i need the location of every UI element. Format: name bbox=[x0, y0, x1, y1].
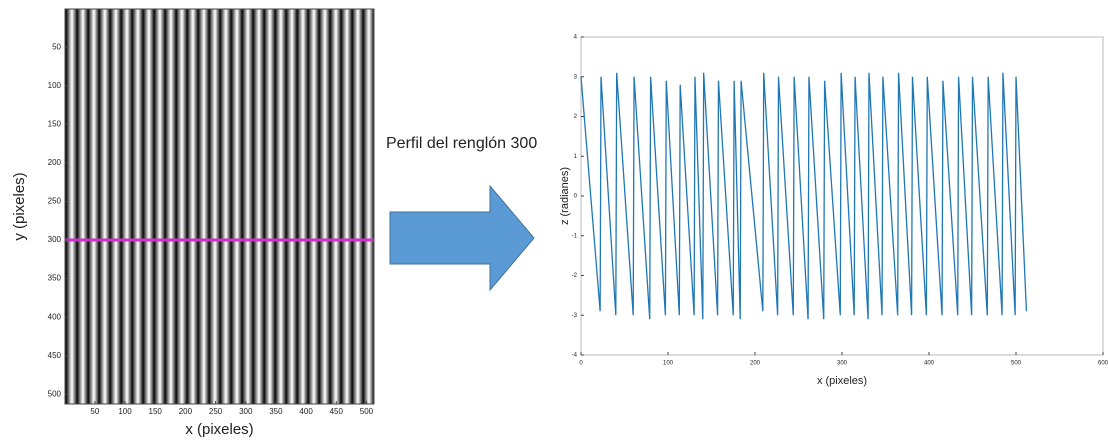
x-tick-label: 600 bbox=[1098, 361, 1108, 367]
line-series bbox=[580, 72, 1028, 320]
x-axis-label: x (pixeles) bbox=[185, 421, 253, 438]
y-tick-label: 50 bbox=[52, 42, 61, 51]
x-tick-label: 250 bbox=[209, 407, 223, 416]
y-tick-label: 250 bbox=[48, 197, 62, 206]
x-tick-label: 500 bbox=[360, 407, 374, 416]
x-tick-label: 100 bbox=[118, 407, 132, 416]
x-tick-label: 200 bbox=[750, 361, 761, 367]
x-tick-label: 300 bbox=[837, 361, 848, 367]
x-tick-label: 150 bbox=[149, 407, 163, 416]
frame bbox=[64, 8, 375, 405]
y-tick-label: 350 bbox=[48, 274, 62, 283]
y-tick-label: 200 bbox=[48, 158, 62, 167]
y-tick-label: 300 bbox=[48, 235, 62, 244]
y-tick-label: -4 bbox=[572, 353, 578, 359]
y-tick-label: 150 bbox=[48, 119, 62, 128]
y-tick-label: 100 bbox=[48, 81, 62, 90]
y-tick-label: 450 bbox=[48, 351, 62, 360]
y-tick-label: -2 bbox=[572, 273, 578, 279]
x-tick-label: 400 bbox=[299, 407, 313, 416]
x-tick-label: 350 bbox=[269, 407, 283, 416]
x-axis-label: x (pixeles) bbox=[817, 375, 867, 387]
y-axis-label: z (radianes) bbox=[559, 167, 571, 225]
y-tick-label: 2 bbox=[574, 114, 578, 120]
annotation: Perfil del renglón 300 bbox=[386, 135, 537, 152]
x-tick-label: 300 bbox=[239, 407, 253, 416]
x-tick-label: 500 bbox=[1011, 361, 1022, 367]
y-tick-label: 500 bbox=[48, 389, 62, 398]
y-tick-label: -3 bbox=[572, 313, 578, 319]
y-tick-label: 0 bbox=[574, 194, 578, 200]
phase-image bbox=[65, 9, 374, 404]
x-tick-label: 400 bbox=[924, 361, 935, 367]
y-axis-label: y (pixeles) bbox=[11, 172, 28, 240]
y-tick-label: 4 bbox=[574, 35, 578, 41]
x-tick-label: 200 bbox=[179, 407, 193, 416]
y-tick-label: 1 bbox=[574, 154, 578, 160]
arrow bbox=[389, 184, 535, 292]
x-tick-label: 0 bbox=[579, 361, 583, 367]
x-tick-label: 50 bbox=[90, 407, 99, 416]
y-tick-label: -1 bbox=[572, 233, 578, 239]
y-tick-label: 3 bbox=[574, 74, 578, 80]
y-tick-label: 400 bbox=[48, 312, 62, 321]
x-tick-label: 450 bbox=[330, 407, 344, 416]
x-tick-label: 100 bbox=[663, 361, 674, 367]
